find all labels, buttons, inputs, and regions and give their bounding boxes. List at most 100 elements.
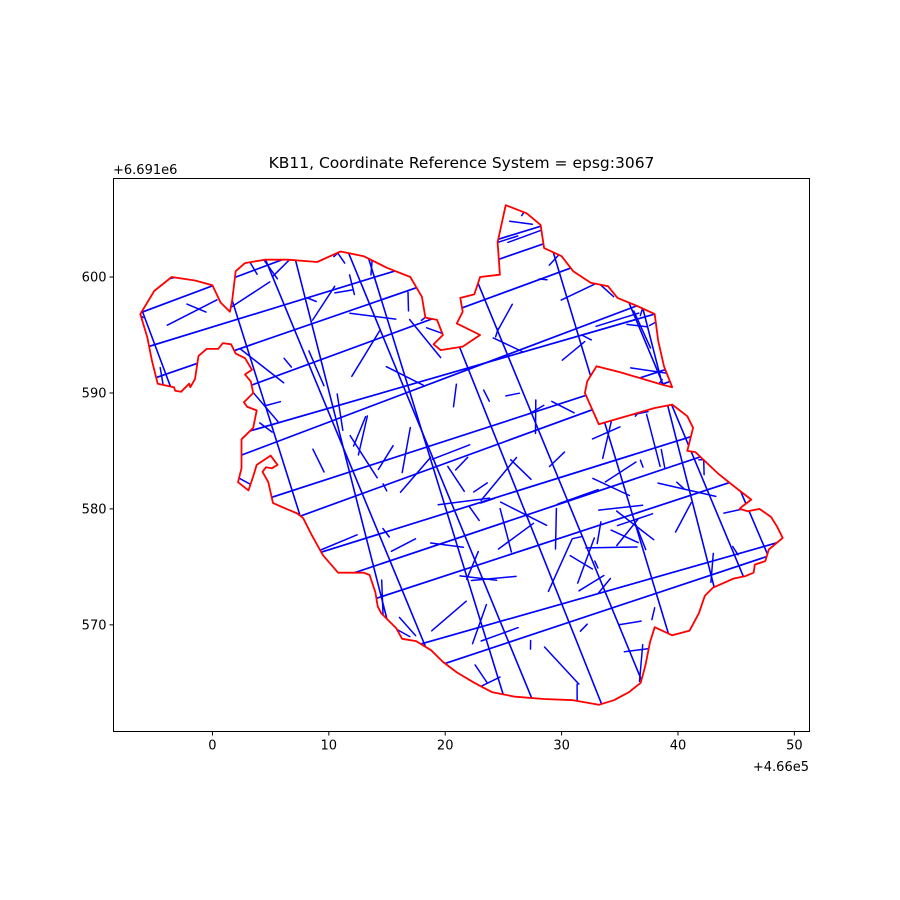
trace-line xyxy=(638,644,644,683)
trace-line xyxy=(499,507,513,553)
y-tick-label: 580 xyxy=(82,502,107,517)
trace-line xyxy=(308,350,325,387)
trace-line xyxy=(635,524,647,551)
trace-line xyxy=(230,281,271,309)
trace-line xyxy=(547,538,573,593)
trace-line xyxy=(385,365,424,386)
trace-line xyxy=(474,664,488,684)
trace-line xyxy=(633,310,652,349)
trace-line xyxy=(240,348,285,384)
trace-line xyxy=(431,444,471,460)
trace-line xyxy=(472,482,489,493)
trace-line xyxy=(660,448,666,469)
trace-line xyxy=(597,504,644,511)
trace-line xyxy=(674,501,692,533)
trace-line xyxy=(233,205,461,705)
trace-line xyxy=(349,312,397,320)
trace-line xyxy=(140,311,144,319)
trace-line xyxy=(494,327,500,338)
trace-line xyxy=(499,501,548,527)
trace-line xyxy=(306,297,317,303)
trace-line xyxy=(616,518,639,547)
trace-line xyxy=(509,458,532,481)
x-tick-label: 50 xyxy=(786,739,803,754)
trace-line xyxy=(579,623,588,632)
trace-line xyxy=(344,205,515,705)
x-tick-label: 20 xyxy=(437,739,454,754)
trace-line xyxy=(357,415,369,456)
trace-line xyxy=(382,483,388,492)
trace-line xyxy=(578,574,605,592)
trace-line xyxy=(505,392,521,397)
chart-title: KB11, Coordinate Reference System = epsg… xyxy=(269,154,655,172)
trace-line xyxy=(480,456,518,502)
trace-line xyxy=(454,456,469,471)
trace-line xyxy=(251,390,279,423)
x-tick-label: 10 xyxy=(321,739,338,754)
trace-line xyxy=(548,451,566,468)
y-tick-label: 570 xyxy=(82,618,107,633)
trace-line xyxy=(657,482,717,498)
trace-line xyxy=(480,626,519,642)
trace-line xyxy=(615,510,655,541)
trace-line xyxy=(594,560,599,569)
trace-line xyxy=(313,534,358,554)
trace-line xyxy=(639,459,644,468)
trace-line xyxy=(576,537,596,584)
trace-line xyxy=(349,434,378,479)
trace-line xyxy=(561,340,586,361)
trace-line xyxy=(399,456,432,494)
trace-line xyxy=(509,220,534,225)
trace-line xyxy=(645,413,661,468)
trace-line xyxy=(311,285,336,321)
y-offset-label: +6.691e6 xyxy=(113,163,177,178)
trace-line xyxy=(626,323,649,328)
trace-line xyxy=(604,461,637,483)
trace-line xyxy=(437,497,491,506)
trace-line xyxy=(258,422,273,433)
trace-line xyxy=(407,291,410,312)
trace-line xyxy=(528,404,545,415)
trace-line xyxy=(479,497,496,504)
trace-line xyxy=(551,400,575,414)
trace-line xyxy=(351,330,381,378)
trace-line xyxy=(497,522,535,550)
x-tick-label: 40 xyxy=(670,739,687,754)
trace-line xyxy=(543,646,580,685)
trace-line xyxy=(334,289,353,294)
trace-line xyxy=(408,318,442,359)
trace-line xyxy=(390,538,417,553)
trace-line xyxy=(601,419,613,460)
trace-line xyxy=(312,448,325,473)
x-offset-label: +4.66e5 xyxy=(753,760,809,775)
trace-line xyxy=(557,488,599,505)
trace-line xyxy=(348,274,356,296)
trace-line xyxy=(470,575,517,582)
trace-line xyxy=(585,546,638,549)
trace-line xyxy=(580,334,593,341)
trace-line xyxy=(352,415,367,447)
trace-line xyxy=(596,521,602,545)
trace-line xyxy=(571,535,582,540)
trace-line xyxy=(591,426,621,440)
trace-line xyxy=(482,389,491,402)
trace-line xyxy=(283,357,293,368)
y-tick-label: 600 xyxy=(82,271,107,286)
trace-line xyxy=(319,205,546,705)
x-tick-label: 0 xyxy=(208,739,216,754)
trace-line xyxy=(465,550,480,581)
trace-line xyxy=(377,444,394,471)
trace-line xyxy=(676,481,685,490)
trace-line xyxy=(618,620,642,626)
trace-line xyxy=(430,600,467,632)
trace-line xyxy=(471,603,488,645)
y-tick-label: 590 xyxy=(82,386,107,401)
trace-line xyxy=(398,616,417,637)
trace-line xyxy=(592,477,631,497)
trace-line xyxy=(263,400,282,407)
trace-line xyxy=(595,312,640,328)
trace-line xyxy=(429,542,465,549)
trace-line xyxy=(597,577,612,595)
